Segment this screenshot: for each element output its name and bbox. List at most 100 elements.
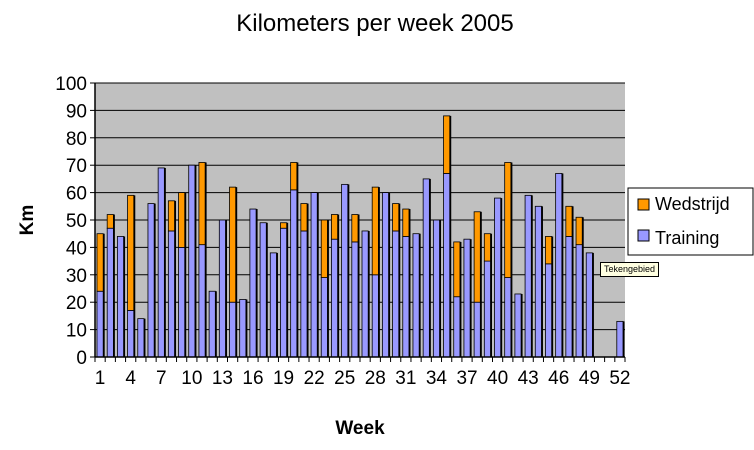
- bar-training-week-32[interactable]: [412, 233, 420, 358]
- axes: [90, 82, 626, 362]
- bar-training-week-3[interactable]: [116, 236, 124, 358]
- bar-training-week-52[interactable]: [616, 320, 624, 358]
- bar-training-week-45[interactable]: [545, 263, 553, 358]
- bar-wedstrijd-week-4[interactable]: [127, 194, 135, 311]
- bar-training-week-15[interactable]: [239, 299, 247, 358]
- x-tick-label: 52: [609, 368, 630, 389]
- bar-training-week-35[interactable]: [443, 173, 451, 358]
- bar-wedstrijd-week-36[interactable]: [453, 241, 461, 298]
- bar-training-week-11[interactable]: [198, 244, 206, 358]
- bar-wedstrijd-week-47[interactable]: [565, 205, 573, 237]
- legend[interactable]: Wedstrijd Training: [627, 187, 754, 256]
- y-tick-label: 70: [66, 156, 87, 177]
- bar-wedstrijd-week-38[interactable]: [473, 211, 481, 303]
- bar-wedstrijd-week-8[interactable]: [167, 200, 175, 232]
- legend-swatch-wedstrijd: [637, 198, 650, 211]
- bar-training-week-14[interactable]: [229, 301, 237, 358]
- bar-wedstrijd-week-1[interactable]: [96, 233, 104, 292]
- bar-training-week-27[interactable]: [361, 230, 369, 358]
- bar-wedstrijd-week-20[interactable]: [290, 162, 298, 191]
- x-tick-label: 46: [548, 368, 569, 389]
- bar-training-week-24[interactable]: [331, 238, 339, 358]
- bar-training-week-31[interactable]: [402, 236, 410, 358]
- x-tick-label: 4: [125, 368, 136, 389]
- bar-training-week-46[interactable]: [555, 173, 563, 358]
- x-tick-label: 1: [95, 368, 106, 389]
- bar-training-week-10[interactable]: [188, 164, 196, 358]
- bar-training-week-30[interactable]: [392, 230, 400, 358]
- x-tick-label: 43: [518, 368, 539, 389]
- bar-training-week-13[interactable]: [218, 219, 226, 358]
- x-tick-label: 31: [395, 368, 416, 389]
- x-tick-label: 16: [242, 368, 263, 389]
- bar-training-week-42[interactable]: [514, 293, 522, 358]
- bar-wedstrijd-week-23[interactable]: [320, 219, 328, 278]
- bar-training-week-8[interactable]: [167, 230, 175, 358]
- bar-training-week-39[interactable]: [483, 260, 491, 358]
- tooltip: Tekengebied: [600, 262, 660, 277]
- bar-training-week-33[interactable]: [422, 178, 430, 358]
- x-tick-label: 10: [181, 368, 202, 389]
- bar-training-week-43[interactable]: [524, 194, 532, 358]
- bar-training-week-7[interactable]: [157, 167, 165, 358]
- bar-training-week-25[interactable]: [341, 183, 349, 358]
- bar-wedstrijd-week-2[interactable]: [106, 214, 114, 229]
- bar-training-week-17[interactable]: [259, 222, 267, 358]
- bar-wedstrijd-week-31[interactable]: [402, 208, 410, 237]
- bar-training-week-1[interactable]: [96, 290, 104, 358]
- legend-label-training: Training: [655, 228, 719, 248]
- bar-training-week-18[interactable]: [269, 252, 277, 358]
- bar-training-week-28[interactable]: [371, 274, 379, 358]
- y-tick-label: 80: [66, 129, 87, 150]
- y-tick-label: 20: [66, 293, 87, 314]
- x-tick-label: 49: [579, 368, 600, 389]
- bar-wedstrijd-week-24[interactable]: [331, 214, 339, 240]
- bar-wedstrijd-week-39[interactable]: [483, 233, 491, 262]
- x-tick-label: 40: [487, 368, 508, 389]
- bar-training-week-4[interactable]: [127, 310, 135, 358]
- bar-wedstrijd-week-26[interactable]: [351, 214, 359, 243]
- bar-wedstrijd-week-19[interactable]: [280, 222, 288, 229]
- bar-training-week-48[interactable]: [575, 244, 583, 358]
- bar-wedstrijd-week-30[interactable]: [392, 203, 400, 232]
- bar-training-week-5[interactable]: [137, 318, 145, 358]
- bar-training-week-36[interactable]: [453, 296, 461, 358]
- bar-wedstrijd-week-48[interactable]: [575, 216, 583, 246]
- y-tick-label: 40: [66, 238, 87, 259]
- y-tick-label: 50: [66, 211, 87, 232]
- bar-wedstrijd-week-21[interactable]: [300, 203, 308, 232]
- bar-training-week-29[interactable]: [381, 192, 389, 358]
- x-tick-label: 13: [212, 368, 233, 389]
- bar-training-week-34[interactable]: [432, 219, 440, 358]
- bar-wedstrijd-week-28[interactable]: [371, 186, 379, 276]
- bar-training-week-20[interactable]: [290, 189, 298, 358]
- bar-training-week-22[interactable]: [310, 192, 318, 358]
- chart-title: Kilometers per week 2005: [236, 10, 513, 37]
- bar-training-week-12[interactable]: [208, 290, 216, 358]
- bar-training-week-40[interactable]: [494, 197, 502, 358]
- bar-training-week-19[interactable]: [280, 227, 288, 358]
- bar-wedstrijd-week-35[interactable]: [443, 115, 451, 174]
- bar-wedstrijd-week-45[interactable]: [545, 236, 553, 265]
- x-tick-label: 19: [273, 368, 294, 389]
- bar-training-week-47[interactable]: [565, 236, 573, 358]
- bar-training-week-23[interactable]: [320, 277, 328, 358]
- bar-training-week-21[interactable]: [300, 230, 308, 358]
- bar-wedstrijd-week-41[interactable]: [504, 162, 512, 278]
- bar-wedstrijd-week-9[interactable]: [178, 192, 186, 248]
- bar-training-week-44[interactable]: [534, 205, 542, 358]
- y-tick-label: 0: [76, 348, 87, 369]
- x-tick-label: 22: [304, 368, 325, 389]
- bar-wedstrijd-week-14[interactable]: [229, 186, 237, 303]
- bar-training-week-38[interactable]: [473, 301, 481, 358]
- bar-training-week-6[interactable]: [147, 203, 155, 358]
- bar-training-week-16[interactable]: [249, 208, 257, 358]
- bar-wedstrijd-week-11[interactable]: [198, 162, 206, 246]
- bar-training-week-41[interactable]: [504, 277, 512, 358]
- bar-training-week-49[interactable]: [585, 252, 593, 358]
- bar-training-week-26[interactable]: [351, 241, 359, 358]
- bar-training-week-2[interactable]: [106, 227, 114, 358]
- bar-training-week-37[interactable]: [463, 238, 471, 358]
- bar-training-week-9[interactable]: [178, 246, 186, 358]
